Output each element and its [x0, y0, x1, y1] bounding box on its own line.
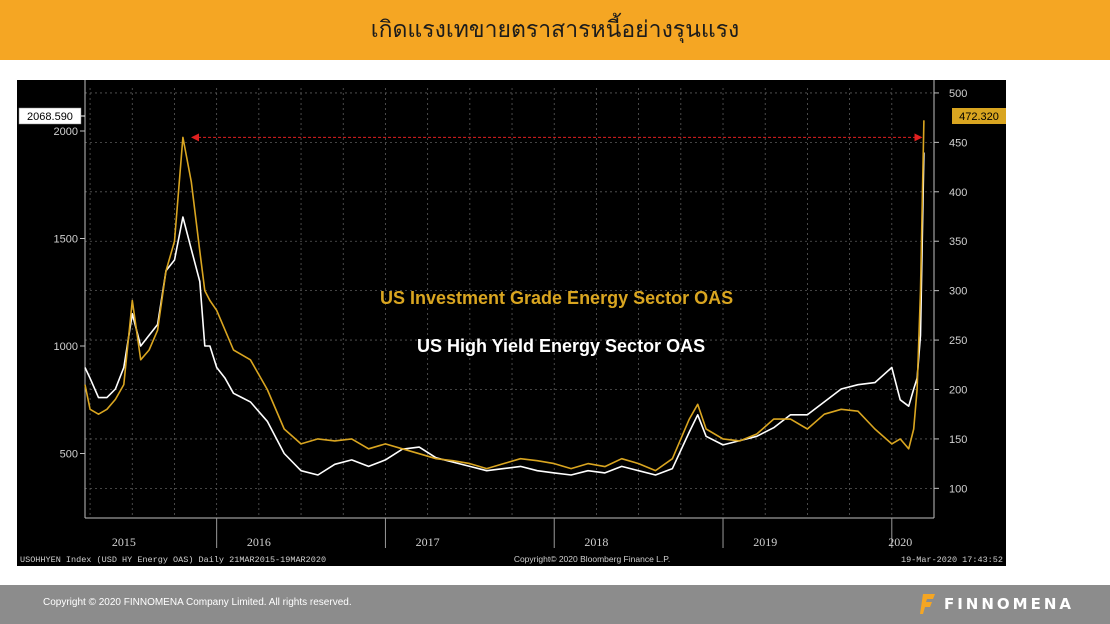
grid-lines [85, 88, 934, 518]
page-title: เกิดแรงเทขายตราสารหนี้อย่างรุนแรง [370, 17, 740, 43]
left-tick-label: 1000 [54, 341, 78, 353]
x-tick-label: 2017 [416, 535, 440, 549]
brand-name: FINNOMENA [943, 595, 1074, 613]
left-tick-label: 2000 [54, 126, 78, 138]
left-tick-label: 500 [60, 449, 78, 461]
annotations: 2068.590 472.320 US Investment Grade Energ… [18, 107, 1006, 565]
bloomberg-copyright: Copyright© 2020 Bloomberg Finance L.P. [514, 554, 670, 564]
right-tick-label: 200 [949, 384, 967, 396]
left-value-tag-text: 2068.590 [27, 111, 73, 123]
left-tick-label: 1500 [54, 234, 78, 246]
x-tick-label: 2015 [112, 535, 136, 549]
left-value-tag: 2068.590 [18, 107, 85, 125]
copyright-text: Copyright © 2020 FINNOMENA Company Limit… [43, 597, 352, 608]
finnomena-logo-icon [919, 593, 936, 615]
hy-series-label: US High Yield Energy Sector OAS [417, 336, 705, 356]
ig-series-label: US Investment Grade Energy Sector OAS [380, 288, 733, 308]
right-value-tag-bg [952, 108, 1006, 124]
right-tick-label: 150 [949, 434, 967, 446]
right-tick-label: 250 [949, 335, 967, 347]
bloomberg-index-info: USOHHYEN Index (USD HY Energy OAS) Daily… [20, 555, 326, 565]
chart-panel: 500 1000 1500 2000 100 150 200 250 300 350 400 450 5… [17, 80, 1006, 566]
right-value-tag: 472.320 [952, 108, 1006, 124]
x-tick-label: 2016 [247, 535, 271, 549]
right-tick-label: 100 [949, 483, 967, 495]
x-tick-label: 2019 [753, 535, 777, 549]
x-tick-label: 2018 [584, 535, 608, 549]
series-lines [84, 120, 925, 476]
right-tick-label: 400 [949, 187, 967, 199]
hy-series-line [84, 152, 925, 476]
right-tick-label: 450 [949, 137, 967, 149]
oas-line-chart: 500 1000 1500 2000 100 150 200 250 300 350 400 450 5… [18, 80, 1006, 565]
axes: 500 1000 1500 2000 100 150 200 250 300 350 400 450 5… [54, 80, 967, 549]
bloomberg-timestamp: 19-Mar-2020 17:43:52 [901, 555, 1003, 565]
right-tick-label: 500 [949, 88, 967, 100]
footer-bar: Copyright © 2020 FINNOMENA Company Limit… [0, 585, 1110, 624]
right-tick-label: 350 [949, 236, 967, 248]
ig-series-line [84, 120, 925, 472]
x-tick-label: 2020 [888, 535, 912, 549]
right-value-tag-text: 472.320 [959, 111, 999, 123]
right-tick-label: 300 [949, 286, 967, 298]
title-banner: เกิดแรงเทขายตราสารหนี้อย่างรุนแรง [0, 0, 1110, 60]
brand-logo: FINNOMENA [919, 591, 1074, 617]
